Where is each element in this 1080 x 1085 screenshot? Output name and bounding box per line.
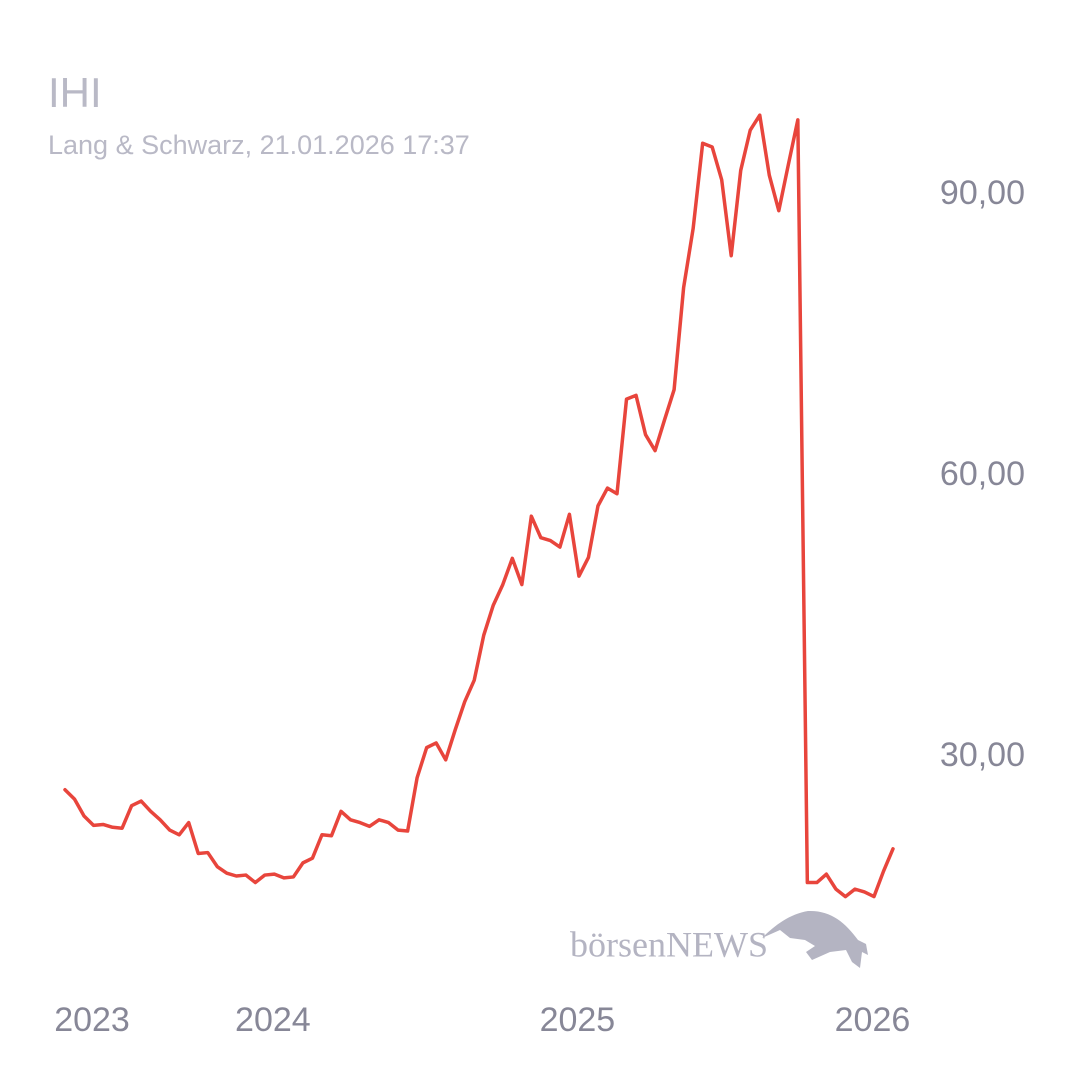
x-tick-label: 2026 — [835, 1001, 911, 1039]
chart-subtitle: Lang & Schwarz, 21.01.2026 17:37 — [48, 130, 470, 160]
watermark: börsenNEWS — [570, 924, 768, 964]
x-tick-label: 2024 — [235, 1001, 311, 1039]
y-tick-label: 60,00 — [940, 455, 1025, 493]
x-tick-label: 2023 — [54, 1001, 130, 1039]
price-line — [63, 113, 895, 899]
watermark-bull — [762, 910, 868, 968]
x-tick-label: 2025 — [540, 1001, 616, 1039]
y-tick-label: 30,00 — [940, 736, 1025, 774]
y-tick-label: 90,00 — [940, 174, 1025, 212]
chart-title: IHI — [48, 69, 102, 116]
watermark-logo: börsenNEWS — [570, 910, 868, 968]
